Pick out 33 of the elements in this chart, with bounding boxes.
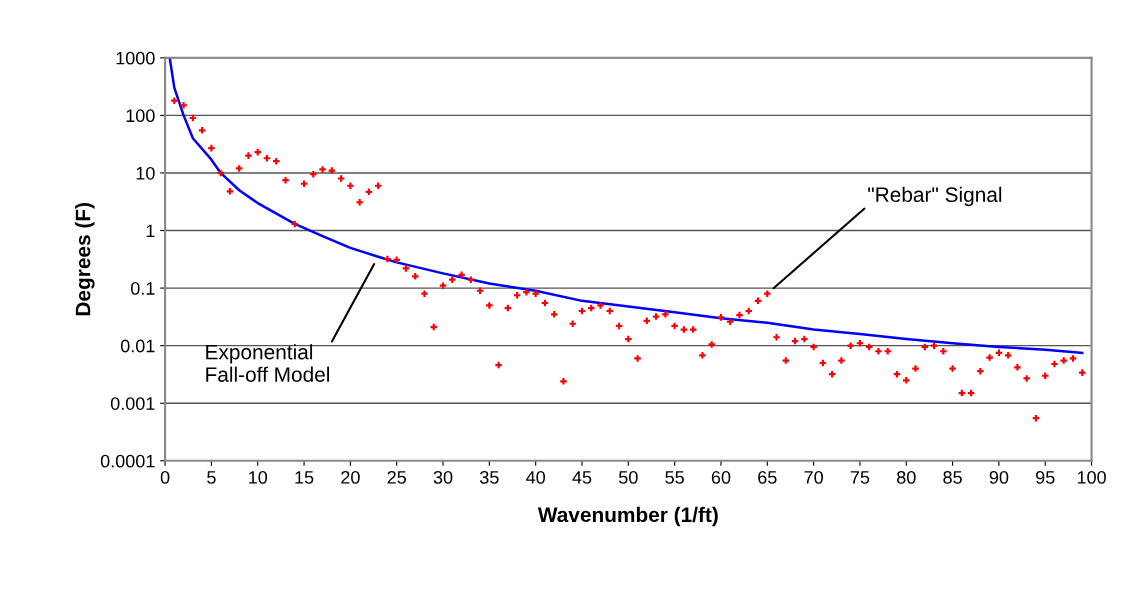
x-tick-label: 10 bbox=[249, 470, 268, 484]
x-tick-label: 20 bbox=[341, 470, 360, 484]
annotation: "Rebar" Signal bbox=[868, 186, 1002, 207]
x-axis-title: Wavenumber (1/ft) bbox=[537, 506, 718, 527]
x-tick-label: 55 bbox=[665, 471, 684, 484]
x-tick-label: 40 bbox=[526, 470, 546, 484]
x-tick-label: 65 bbox=[758, 470, 777, 484]
x-tick-label: 35 bbox=[480, 470, 499, 484]
y-tick-label: 1000 bbox=[116, 51, 155, 65]
y-tick-label: 0.1 bbox=[130, 282, 155, 295]
x-tick-label: 85 bbox=[943, 470, 962, 484]
x-tick-label: 5 bbox=[207, 471, 216, 484]
x-tick-label: 50 bbox=[619, 470, 638, 484]
x-tick-label: 0 bbox=[160, 470, 170, 484]
x-tick-label: 25 bbox=[387, 470, 406, 484]
x-tick-label: 75 bbox=[850, 471, 870, 484]
y-tick-label: 10 bbox=[136, 166, 155, 180]
y-axis-title: Degrees (F) bbox=[75, 203, 95, 316]
y-tick-label: 100 bbox=[126, 109, 155, 123]
x-tick-label: 95 bbox=[1036, 470, 1055, 484]
x-tick-label: 15 bbox=[295, 471, 314, 484]
y-tick-label: 0.01 bbox=[120, 339, 155, 353]
x-tick-label: 30 bbox=[433, 470, 453, 484]
x-tick-label: 100 bbox=[1077, 470, 1106, 484]
x-tick-label: 80 bbox=[897, 470, 916, 484]
y-tick-label: 1 bbox=[146, 224, 155, 238]
x-tick-label: 70 bbox=[804, 470, 823, 484]
y-tick-label: 0.001 bbox=[110, 397, 155, 410]
x-tick-label: 45 bbox=[572, 471, 592, 484]
annotation: Exponential Fall-off Model bbox=[206, 344, 329, 382]
y-tick-label: 0.0001 bbox=[100, 454, 155, 468]
x-tick-label: 90 bbox=[989, 470, 1009, 484]
x-tick-label: 60 bbox=[711, 470, 731, 484]
